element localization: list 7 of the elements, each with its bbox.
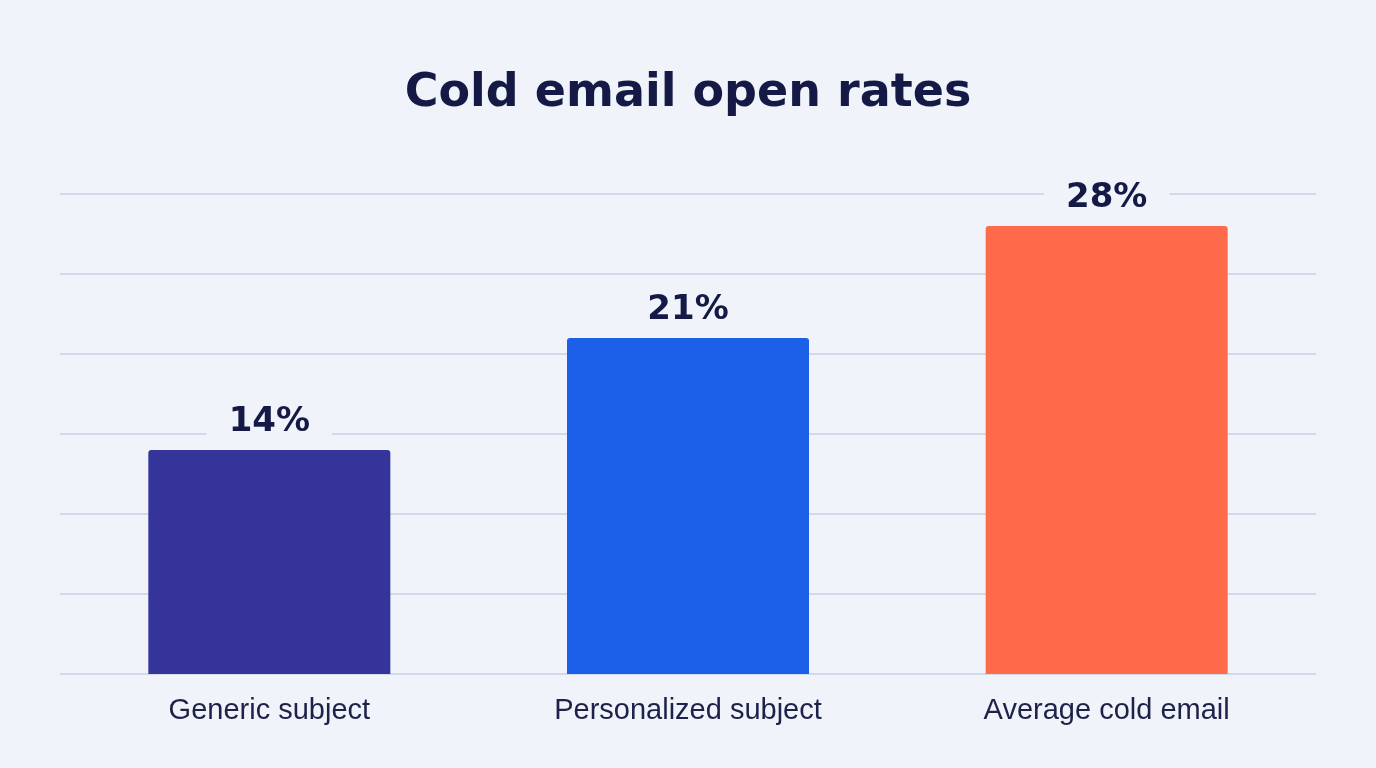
data-label: 14% — [228, 399, 311, 439]
chart-title: Cold email open rates — [404, 63, 972, 117]
x-tick-label: Generic subject — [168, 692, 371, 725]
data-label: 21% — [647, 287, 729, 327]
x-tick-label: Average cold email — [983, 692, 1230, 725]
data-label: 28% — [1065, 175, 1148, 215]
x-tick-label: Personalized subject — [554, 692, 822, 725]
